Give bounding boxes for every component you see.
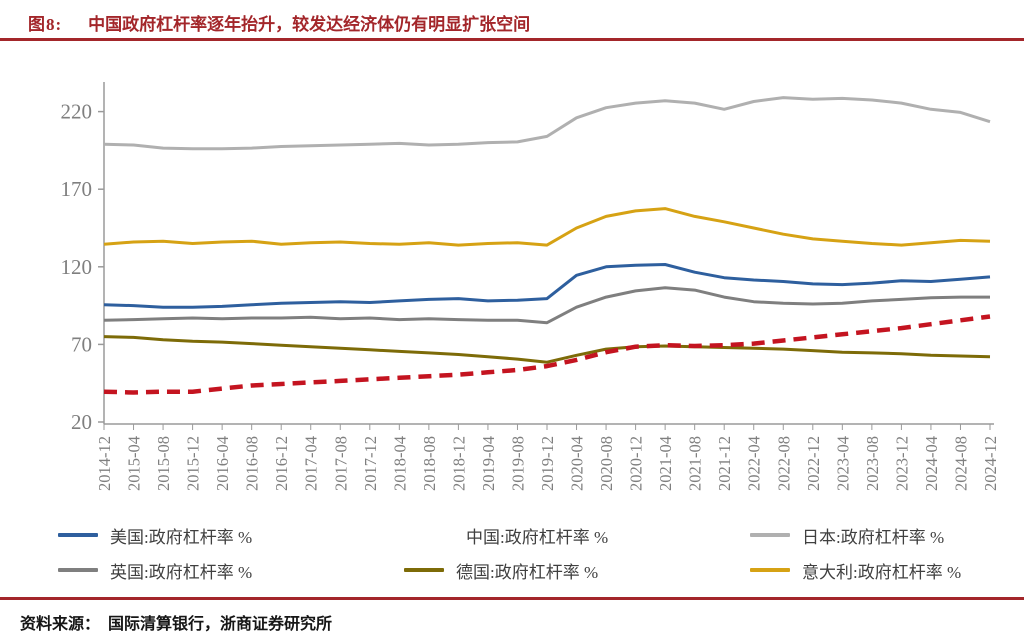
x-tick-label: 2021-08 [686,436,705,491]
series-line [103,335,991,364]
legend-label: 英国:政府杠杆率 % [110,562,253,582]
x-tick-label: 2018-08 [420,436,439,491]
x-tick-label: 2014-12 [95,436,114,491]
x-tick-label: 2015-08 [154,436,173,491]
x-tick-label: 2020-08 [597,436,616,491]
legend-line-swatch [58,533,98,537]
x-tick-label: 2015-12 [184,436,203,491]
legend-item: 英国:政府杠杆率 % [58,559,404,582]
legend-line-swatch [404,568,444,572]
legend-line-swatch [58,568,98,572]
x-tick-label: 2018-04 [390,436,409,491]
legend-label: 美国:政府杠杆率 % [110,527,253,547]
series-line [103,96,991,151]
x-tick-label: 2017-04 [302,436,321,491]
source-text: 国际清算银行，浙商证券研究所 [108,616,333,633]
legend-line-swatch [750,568,790,572]
x-tick-label: 2022-12 [804,436,823,491]
footer-divider [0,597,1024,600]
x-tick-label: 2021-12 [715,436,734,491]
x-tick-label: 2023-08 [863,436,882,491]
x-tick-label: 2016-04 [213,436,232,491]
source-label: 资料来源： [20,616,101,633]
chart-legend: 美国:政府杠杆率 % 中国:政府杠杆率 % 日本:政府杠杆率 % 英国:政府杠杆率 %… [58,524,1004,582]
y-tick-label: 70 [71,332,92,356]
series-line [103,286,990,325]
x-tick-label: 2019-12 [538,436,557,491]
legend-line-swatch [750,533,790,537]
figure-label: 图8: [28,15,63,34]
x-tick-label: 2023-12 [892,436,911,491]
legend-item: 意大利:政府杠杆率 % [750,559,1004,582]
figure-title: 中国政府杠杆率逐年抬升，较发达经济体仍有明显扩张空间 [88,15,531,34]
header-divider [0,38,1024,41]
x-tick-label: 2022-08 [774,436,793,491]
legend-item: 美国:政府杠杆率 % [58,524,404,547]
y-tick-label: 120 [61,255,93,279]
series-line [103,314,991,395]
x-tick-label: 2024-12 [981,436,1000,491]
legend-item: 日本:政府杠杆率 % [750,524,1004,547]
x-tick-label: 2024-08 [951,436,970,491]
source-line: 资料来源： 国际清算银行，浙商证券研究所 [20,610,332,634]
legend-dashed-line-swatch [404,532,454,538]
x-tick-label: 2018-12 [449,436,468,491]
chart-canvas: 20 70 120 170 220 2014-12 2015-04 2015-08 2015-1… [61,82,1000,491]
legend-label: 日本:政府杠杆率 % [802,527,945,547]
x-tick-label: 2016-12 [272,436,291,491]
x-tick-label: 2021-04 [656,436,675,491]
x-tick-label: 2023-04 [833,436,852,491]
x-tick-label: 2022-04 [745,436,764,491]
x-tick-label: 2024-04 [922,436,941,491]
x-tick-label: 2017-12 [361,436,380,491]
figure-header: 图8: 中国政府杠杆率逐年抬升，较发达经济体仍有明显扩张空间 [28,10,1014,35]
legend-item: 中国:政府杠杆率 % [404,524,750,547]
x-tick-label: 2020-04 [568,436,587,491]
legend-label: 中国:政府杠杆率 % [466,527,609,547]
x-tick-label: 2016-08 [243,436,262,491]
x-tick-label: 2019-08 [508,436,527,491]
y-tick-label: 170 [61,177,93,201]
x-tick-label: 2019-04 [479,436,498,491]
y-tick-label: 220 [61,100,93,124]
y-tick-label: 20 [71,410,92,434]
series-line [103,263,991,309]
series-line [103,207,991,247]
legend-item: 德国:政府杠杆率 % [404,559,750,582]
x-tick-label: 2015-04 [125,436,144,491]
x-tick-label: 2017-08 [331,436,350,491]
legend-label: 意大利:政府杠杆率 % [802,562,962,582]
legend-label: 德国:政府杠杆率 % [456,562,599,582]
x-tick-label: 2020-12 [627,436,646,491]
